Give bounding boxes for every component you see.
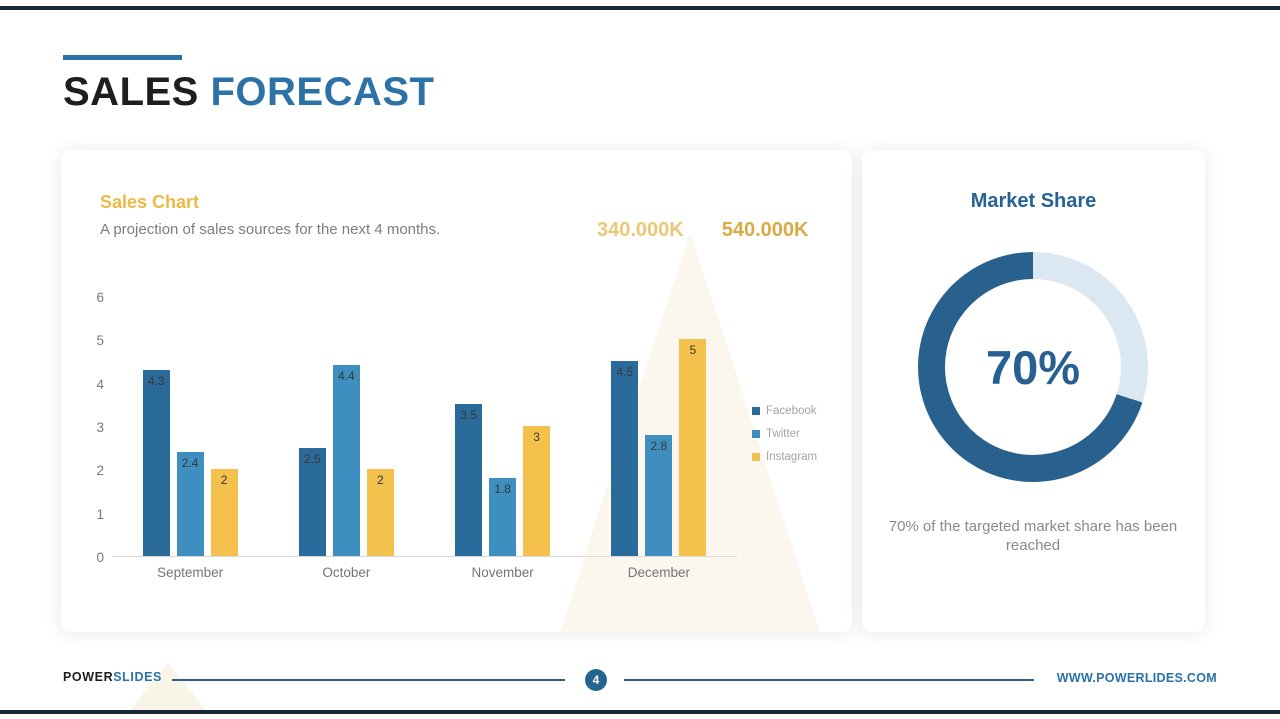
watermark-triangle — [130, 662, 206, 710]
bar-twitter-october: 4.4 — [332, 365, 360, 556]
legend-swatch — [752, 430, 760, 438]
bar-value-label: 2.4 — [181, 456, 199, 470]
bar-instagram-november: 3 — [523, 426, 551, 556]
page-number-badge: 4 — [585, 669, 607, 691]
legend-swatch — [752, 407, 760, 415]
legend-item-facebook: Facebook — [752, 405, 817, 417]
y-axis-tick: 5 — [96, 333, 104, 349]
footer-line-right — [624, 679, 1034, 681]
y-axis-tick: 0 — [96, 550, 104, 565]
sales-value-low: 340.000K — [597, 219, 684, 241]
bar-value-label: 2 — [377, 473, 384, 488]
x-axis-label: December — [627, 565, 691, 580]
market-share-caption: 70% of the targeted market share has bee… — [888, 518, 1178, 554]
brand-dark: POWER — [63, 670, 114, 684]
bar-twitter-december: 2.8 — [645, 434, 673, 556]
bar-twitter-september: 2.4 — [176, 452, 204, 556]
page-title-dark: SALES — [63, 70, 199, 114]
bar-facebook-december: 4.5 — [611, 361, 639, 556]
chart-legend: Facebook Twitter Instagram — [752, 405, 817, 474]
legend-swatch — [752, 453, 760, 461]
footer-line-left — [172, 679, 565, 681]
bottom-accent-bar — [0, 710, 1280, 714]
y-axis-tick: 2 — [96, 463, 104, 479]
sales-value-high: 540.000K — [721, 219, 809, 241]
brand-logo: POWERSLIDES — [63, 670, 162, 684]
y-axis-tick: 6 — [96, 290, 104, 305]
bar-facebook-september: 4.3 — [142, 369, 170, 556]
sales-values: 340.000K 540.000K — [597, 219, 809, 242]
sales-chart-subtitle: A projection of sales sources for the ne… — [100, 221, 441, 238]
bar-value-label: 3.5 — [460, 408, 477, 423]
bar-value-label: 4.4 — [338, 369, 355, 384]
legend-item-instagram: Instagram — [752, 451, 817, 463]
bar-value-label: 5 — [689, 343, 697, 358]
bar-group-september: 4.3 2.4 2 September — [112, 297, 268, 580]
legend-label: Twitter — [766, 428, 800, 440]
bar-value-label: 4.3 — [147, 373, 165, 388]
bar-group-october: 2.5 4.4 2 October — [268, 297, 424, 580]
page-title: SALES FORECAST — [63, 70, 434, 114]
sales-chart-heading: Sales Chart — [100, 192, 200, 212]
page-title-blue: FORECAST — [198, 70, 435, 114]
bar-value-label: 3 — [533, 430, 540, 444]
title-accent-line — [63, 55, 182, 60]
top-accent-bar — [0, 6, 1280, 10]
y-axis-tick: 1 — [96, 506, 104, 522]
website-link[interactable]: WWW.POWERLIDES.COM — [1056, 671, 1217, 685]
donut-hole — [945, 279, 1121, 455]
bar-instagram-september: 2 — [210, 469, 238, 556]
bar-chart: 0 1 2 3 4 5 6 4.3 2.4 2 September 2.5 4.4 2 October 3.… — [96, 290, 737, 580]
brand-blue: SLIDES — [113, 670, 162, 684]
bar-facebook-november: 3.5 — [455, 404, 483, 556]
legend-label: Facebook — [766, 405, 817, 417]
bar-value-label: 1.8 — [494, 482, 511, 496]
bar-group-december: 4.5 2.8 5 December — [581, 297, 737, 580]
market-share-heading: Market Share — [970, 190, 1097, 212]
y-axis-tick: 4 — [96, 376, 104, 392]
bar-value-label: 4.5 — [616, 365, 634, 379]
legend-item-twitter: Twitter — [752, 428, 817, 440]
donut-chart: 70% — [918, 252, 1148, 482]
sales-chart-card: Sales Chart A projection of sales source… — [61, 150, 852, 632]
legend-label: Instagram — [766, 451, 818, 463]
x-axis-label: September — [157, 565, 224, 580]
bar-instagram-october: 2 — [366, 469, 394, 556]
bar-value-label: 2.5 — [304, 451, 321, 466]
x-axis-label: November — [471, 565, 534, 580]
x-axis-label: October — [322, 565, 371, 580]
y-axis-tick: 3 — [96, 420, 104, 435]
bar-twitter-november: 1.8 — [489, 478, 517, 556]
bar-instagram-december: 5 — [679, 339, 707, 556]
bar-groups: 4.3 2.4 2 September 2.5 4.4 2 October 3.5 1.8 3 Nov… — [112, 297, 737, 580]
bar-value-label: 2 — [220, 473, 228, 488]
market-share-card: Market Share 70% 70% of the targeted mar… — [862, 150, 1205, 632]
donut-center-label: 70% — [985, 340, 1081, 394]
bar-value-label: 2.8 — [650, 438, 668, 453]
bar-facebook-october: 2.5 — [298, 447, 326, 556]
bar-group-november: 3.5 1.8 3 November — [425, 297, 581, 580]
